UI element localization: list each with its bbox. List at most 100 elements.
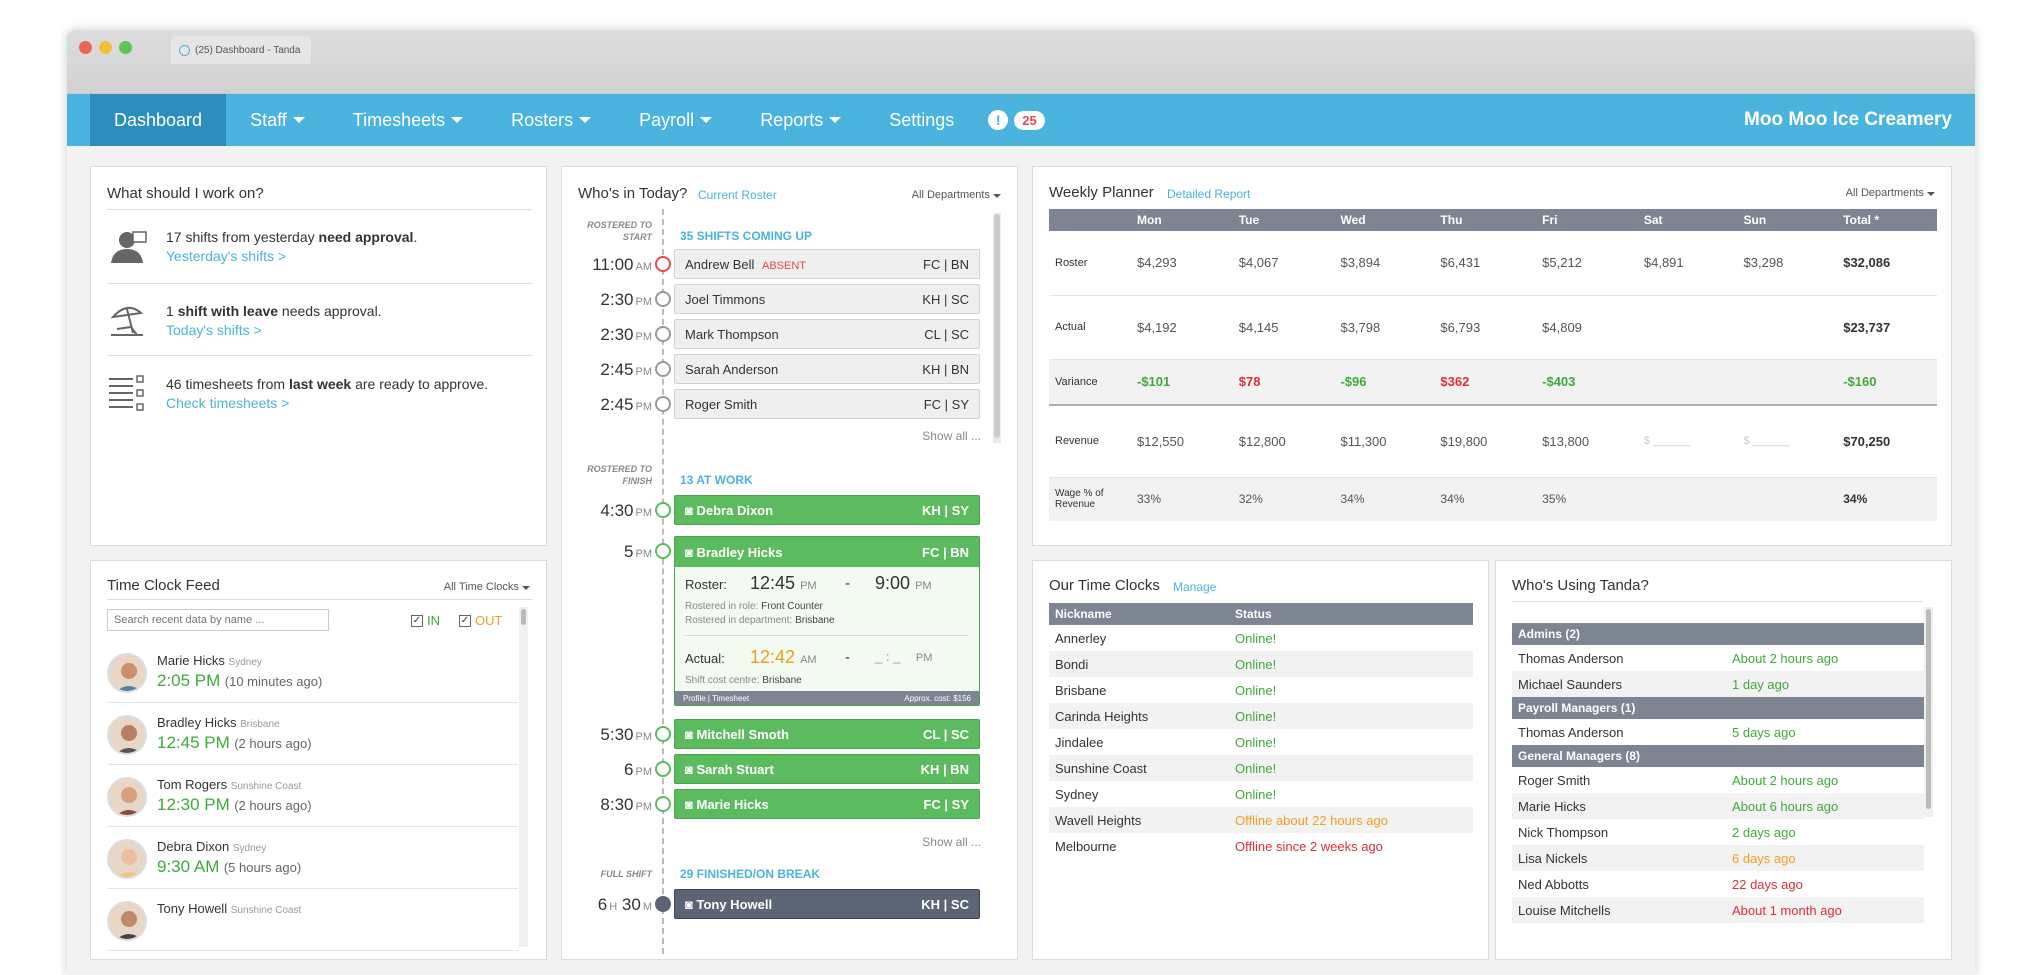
timeline-dot xyxy=(655,502,671,518)
feed-entry[interactable]: Marie Hicks Sydney 2:05 PM (10 minutes a… xyxy=(107,641,518,703)
divider xyxy=(107,355,532,356)
timeline-dot xyxy=(655,796,671,812)
profile-timesheet-links[interactable]: Profile | Timesheet xyxy=(683,693,750,703)
shift-time: 2:30 PM xyxy=(600,290,652,309)
feed-name: Bradley Hicks xyxy=(157,715,237,730)
browser-window: (25) Dashboard - Tanda Dashboard Staff T… xyxy=(67,30,1975,975)
work-item-1: 17 shifts from yesterday need approval. xyxy=(166,229,418,245)
nav-staff[interactable]: Staff xyxy=(226,94,329,146)
nav-label: Payroll xyxy=(639,109,695,130)
alerts-button[interactable]: ! 25 xyxy=(988,110,1045,130)
shift-row[interactable]: ◙ Marie Hicks FC | SY xyxy=(674,789,980,819)
minimize-window-icon[interactable] xyxy=(99,41,112,54)
feed-name: Tom Rogers xyxy=(157,777,228,792)
feed-entry[interactable]: Tom Rogers Sunshine Coast 12:30 PM (2 ho… xyxy=(107,765,518,827)
browser-tab[interactable]: (25) Dashboard - Tanda xyxy=(171,36,311,64)
shift-row[interactable]: Mark Thompson CL | SC xyxy=(674,319,980,349)
feed-entry[interactable]: Debra Dixon Sydney 9:30 AM (5 hours ago) xyxy=(107,827,518,889)
user-row[interactable]: Nick Thompson 2 days ago xyxy=(1518,824,1796,840)
clock-row[interactable]: Bondi Online! xyxy=(1049,651,1473,677)
avatar xyxy=(107,901,147,941)
work-item-3: 46 timesheets from last week are ready t… xyxy=(166,376,489,392)
nav-rosters[interactable]: Rosters xyxy=(487,94,615,146)
planner-department-filter[interactable]: All Departments xyxy=(1846,187,1935,199)
feed-location: Sunshine Coast xyxy=(230,905,302,916)
feed-search-input[interactable] xyxy=(107,609,329,631)
current-roster-link[interactable]: Current Roster xyxy=(698,188,777,202)
nav-dashboard[interactable]: Dashboard xyxy=(90,94,227,146)
clock-row[interactable]: Sunshine Coast Online! xyxy=(1049,755,1473,781)
coming-up-heading: 35 SHIFTS COMING UP xyxy=(680,229,813,243)
shift-row[interactable]: Andrew Bell ABSENT FC | BN xyxy=(674,249,980,279)
feed-ago: (5 hours ago) xyxy=(223,860,302,875)
feed-name: Debra Dixon xyxy=(157,839,230,854)
show-all-link[interactable]: Show all ... xyxy=(922,835,981,849)
in-toggle[interactable]: ✓ IN xyxy=(411,613,440,628)
show-all-link[interactable]: Show all ... xyxy=(922,429,981,443)
user-row[interactable]: Marie Hicks About 6 hours ago xyxy=(1512,793,1924,819)
shift-row[interactable]: Sarah Anderson KH | BN xyxy=(674,354,980,384)
clock-row[interactable]: Jindalee Online! xyxy=(1055,734,1277,750)
maximize-window-icon[interactable] xyxy=(119,41,132,54)
feed-entry[interactable]: Tony Howell Sunshine Coast xyxy=(107,889,518,951)
avatar xyxy=(107,839,147,879)
main-nav: Dashboard Staff Timesheets Rosters Payro… xyxy=(67,94,1975,146)
caret-down-icon xyxy=(700,117,713,123)
user-row[interactable]: Lisa Nickels 6 days ago xyxy=(1512,845,1924,871)
caret-down-icon xyxy=(451,117,464,123)
nav-payroll[interactable]: Payroll xyxy=(615,94,736,146)
shift-row[interactable]: ◙ Debra Dixon KH | SY xyxy=(674,495,980,525)
close-window-icon[interactable] xyxy=(79,41,92,54)
feed-time: 2:05 PM xyxy=(157,671,221,690)
sun-revenue-input[interactable]: $ ______ xyxy=(1743,435,1790,448)
time-clock-filter[interactable]: All Time Clocks xyxy=(444,581,530,593)
clock-row[interactable]: Melbourne Offline since 2 weeks ago xyxy=(1055,838,1383,854)
shift-row[interactable]: ◙ Mitchell Smoth CL | SC xyxy=(674,719,980,749)
roster-row: Roster $4,293 $4,067 $3,894 $6,431 $5,21… xyxy=(1049,231,1937,295)
out-toggle[interactable]: ✓ OUT xyxy=(459,613,503,628)
user-row[interactable]: Thomas Anderson 5 days ago xyxy=(1518,724,1796,740)
nav-timesheets[interactable]: Timesheets xyxy=(329,94,487,146)
shift-row[interactable]: ◙ Sarah Stuart KH | BN xyxy=(674,754,980,784)
approx-cost: Approx. cost: $156 xyxy=(904,693,971,703)
clock-row[interactable]: Sydney Online! xyxy=(1055,786,1277,802)
check-timesheets-link[interactable]: Check timesheets > xyxy=(166,395,290,411)
feed-name: Tony Howell xyxy=(157,901,228,916)
department-filter[interactable]: All Departments xyxy=(912,189,1001,201)
nav-label: Settings xyxy=(889,109,955,130)
user-row[interactable]: Louise Mitchells About 1 month ago xyxy=(1512,897,1924,923)
nav-reports[interactable]: Reports xyxy=(736,94,865,146)
detailed-report-link[interactable]: Detailed Report xyxy=(1167,187,1251,201)
shift-row[interactable]: Roger Smith FC | SY xyxy=(674,389,980,419)
using-scrollbar[interactable] xyxy=(1924,607,1933,817)
feed-entry[interactable]: Bradley Hicks Brisbane 12:45 PM (2 hours… xyxy=(107,703,518,765)
timeline-dot xyxy=(655,256,671,272)
shift-row[interactable]: ◙ Tony Howell KH | SC xyxy=(674,889,980,919)
user-row[interactable]: Michael Saunders 1 day ago xyxy=(1512,671,1924,697)
feed-ago: (10 minutes ago) xyxy=(224,674,323,689)
user-row[interactable]: Ned Abbotts 22 days ago xyxy=(1518,876,1803,892)
manage-clocks-link[interactable]: Manage xyxy=(1173,580,1217,594)
clock-row[interactable]: Carinda Heights Online! xyxy=(1049,703,1473,729)
group-header: Payroll Managers (1) xyxy=(1512,697,1924,719)
shift-row[interactable]: Joel Timmons KH | SC xyxy=(674,284,980,314)
yesterdays-shifts-link[interactable]: Yesterday's shifts > xyxy=(166,248,287,264)
sat-revenue-input[interactable]: $ ______ xyxy=(1643,435,1690,448)
nav-settings[interactable]: Settings xyxy=(865,94,978,146)
todays-shifts-link[interactable]: Today's shifts > xyxy=(166,322,262,338)
alert-count-badge: 25 xyxy=(1014,110,1045,130)
whos-in-scrollbar[interactable] xyxy=(993,213,1001,443)
avatar xyxy=(107,653,147,693)
avatar xyxy=(107,777,147,817)
time-clocks-title: Our Time Clocks xyxy=(1049,577,1160,594)
clock-row[interactable]: Brisbane Online! xyxy=(1055,682,1277,698)
list-icon xyxy=(107,375,147,415)
caret-down-icon xyxy=(829,117,842,123)
feed-scrollbar[interactable] xyxy=(519,607,528,947)
user-row[interactable]: Thomas Anderson About 2 hours ago xyxy=(1518,650,1839,666)
expanded-shift-card[interactable]: ◙ Bradley Hicks FC | BN Roster: 12:45 PM … xyxy=(674,536,980,706)
checkbox-checked-icon: ✓ xyxy=(459,614,471,627)
clock-row[interactable]: Annerley Online! xyxy=(1055,630,1277,646)
user-row[interactable]: Roger Smith About 2 hours ago xyxy=(1518,772,1839,788)
clock-row[interactable]: Wavell Heights Offline about 22 hours ago xyxy=(1049,807,1473,833)
